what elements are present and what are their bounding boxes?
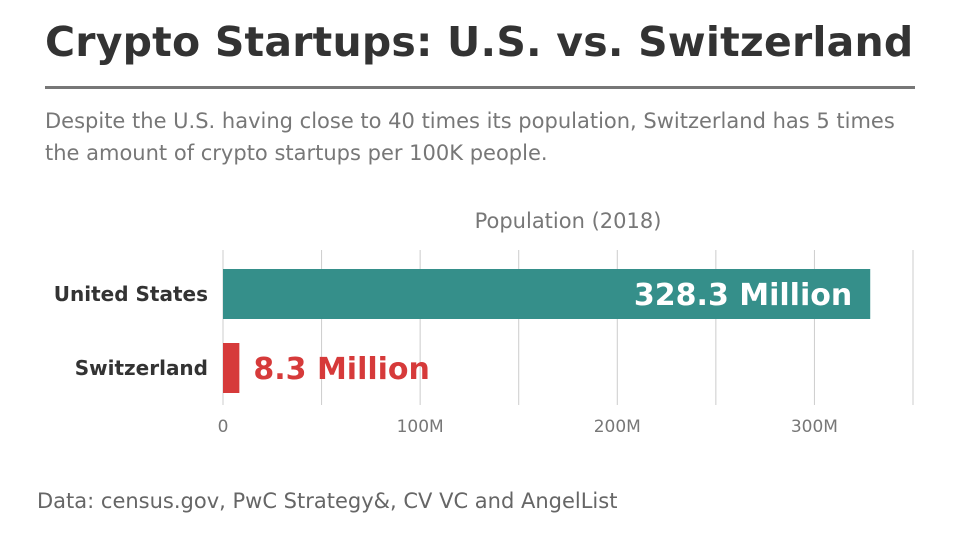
category-label: Switzerland [75, 356, 208, 380]
bars [223, 269, 871, 393]
value-labels: 328.3 Million 8.3 Million [253, 278, 852, 387]
category-labels: United States Switzerland [54, 282, 208, 380]
bar-switzerland [223, 343, 240, 393]
title-divider [45, 86, 915, 89]
chart-subtitle: Despite the U.S. having close to 40 time… [45, 109, 895, 165]
x-axis-ticks: 0 100M 200M 300M [218, 417, 838, 437]
plot-title: Population (2018) [475, 209, 662, 233]
x-tick-label: 100M [397, 417, 444, 437]
x-tick-label: 300M [791, 417, 838, 437]
bar-united-states [223, 269, 871, 319]
value-label: 8.3 Million [253, 352, 430, 387]
x-tick-label: 0 [218, 417, 229, 437]
x-tick-label: 200M [594, 417, 641, 437]
value-label: 328.3 Million [634, 278, 852, 313]
chart-title: Crypto Startups: U.S. vs. Switzerland [45, 18, 914, 66]
source-note: Data: census.gov, PwC Strategy&, CV VC a… [37, 489, 618, 513]
category-label: United States [54, 282, 208, 306]
